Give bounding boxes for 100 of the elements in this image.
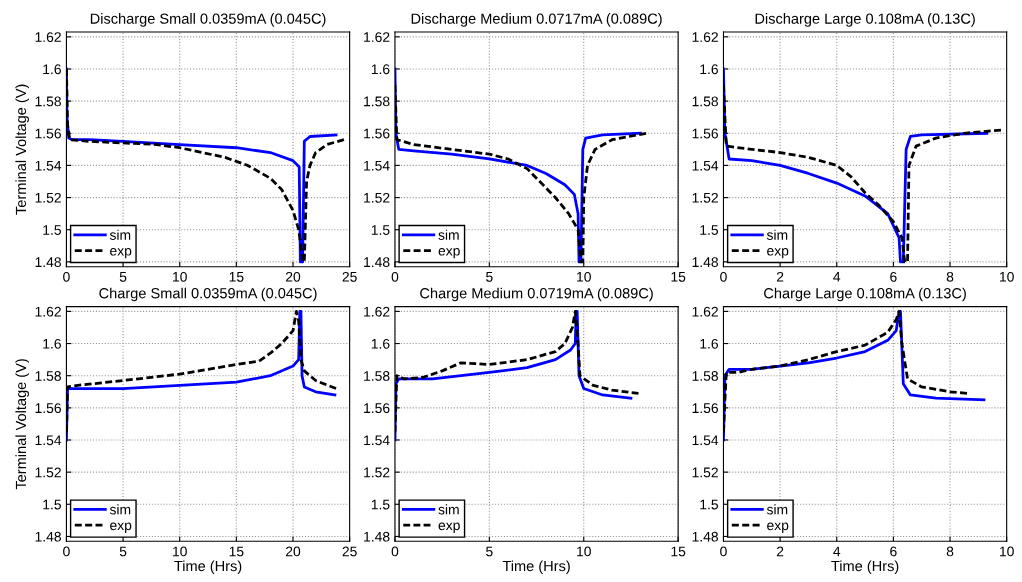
legend-label: sim xyxy=(438,229,459,240)
y-tick-label: 1.6 xyxy=(371,338,390,349)
x-tick-label: 4 xyxy=(833,272,841,282)
x-tick-label: 15 xyxy=(671,272,686,282)
legend-label: exp xyxy=(438,248,460,259)
y-tick-label: 1.6 xyxy=(371,64,390,75)
y-tick-label: 1.56 xyxy=(692,403,718,414)
y-tick-label: 1.56 xyxy=(35,403,61,414)
x-tick-label: 15 xyxy=(671,546,686,557)
x-tick-label: 10 xyxy=(577,271,591,282)
x-tick-label: 0 xyxy=(63,546,70,557)
y-tick-label: 1.58 xyxy=(35,371,61,381)
y-tick-label: 1.58 xyxy=(692,371,718,381)
y-tick-label: 1.6 xyxy=(43,64,61,75)
y-tick-label: 1.56 xyxy=(364,128,390,139)
legend-label: sim xyxy=(766,504,788,515)
x-tick-label: 10 xyxy=(1000,271,1014,282)
y-tick-label: 1.48 xyxy=(364,531,390,542)
legend-label: sim xyxy=(438,504,459,515)
x-tick-label: 10 xyxy=(577,546,591,557)
x-tick-label: 2 xyxy=(776,271,784,282)
y-tick-label: 1.62 xyxy=(35,32,61,42)
y-tick-label: 1.58 xyxy=(35,96,61,107)
y-tick-label: 1.62 xyxy=(364,32,390,42)
y-tick-label: 1.5 xyxy=(43,499,61,510)
y-tick-label: 1.48 xyxy=(692,257,718,268)
y-tick-label: 1.48 xyxy=(35,257,61,268)
x-tick-label: 25 xyxy=(342,546,357,557)
y-tick-label: 1.54 xyxy=(35,160,62,171)
y-tick-label: 1.54 xyxy=(35,435,62,446)
y-tick-label: 1.5 xyxy=(43,225,61,235)
y-tick-label: 1.58 xyxy=(364,96,390,107)
chart-title: Charge Small 0.0359mA (0.045C) xyxy=(99,287,317,302)
y-tick-label: 1.62 xyxy=(692,32,718,42)
y-tick-label: 1.52 xyxy=(35,467,61,478)
x-tick-label: 5 xyxy=(119,546,127,557)
y-tick-label: 1.48 xyxy=(692,531,718,542)
y-tick-label: 1.6 xyxy=(43,338,61,349)
legend-label: sim xyxy=(766,229,788,240)
y-tick-label: 1.48 xyxy=(364,257,390,268)
x-tick-label: 25 xyxy=(342,271,357,282)
x-tick-label: 5 xyxy=(486,272,493,282)
x-axis-title: Time (Hrs) xyxy=(831,560,899,575)
x-tick-label: 6 xyxy=(890,271,897,282)
x-axis-title: Time (Hrs) xyxy=(502,560,570,575)
x-tick-label: 5 xyxy=(119,272,127,282)
y-tick-label: 1.5 xyxy=(700,499,719,510)
chart-title: Discharge Medium 0.0717mA (0.089C) xyxy=(411,13,662,27)
y-tick-label: 1.58 xyxy=(692,96,718,107)
chart-title: Charge Medium 0.0719mA (0.089C) xyxy=(420,287,653,302)
legend-label: exp xyxy=(438,522,460,533)
y-tick-label: 1.52 xyxy=(692,192,718,203)
legend-label: exp xyxy=(767,522,789,533)
y-tick-label: 1.52 xyxy=(35,192,61,203)
y-tick-label: 1.54 xyxy=(364,160,390,171)
y-tick-label: 1.5 xyxy=(371,225,390,235)
x-tick-label: 8 xyxy=(946,271,954,282)
y-tick-label: 1.56 xyxy=(364,403,390,414)
y-tick-label: 1.58 xyxy=(364,371,390,381)
x-tick-label: 0 xyxy=(63,271,70,282)
x-axis-title: Time (Hrs) xyxy=(174,560,242,575)
legend-label: exp xyxy=(110,248,132,259)
y-tick-label: 1.54 xyxy=(364,435,390,446)
chart-title: Discharge Small 0.0359mA (0.045C) xyxy=(90,13,326,27)
y-axis-title: Terminal Voltage (V) xyxy=(15,359,29,490)
x-tick-label: 0 xyxy=(720,546,727,557)
legend-label: sim xyxy=(109,504,131,515)
x-tick-label: 15 xyxy=(229,546,244,557)
x-tick-label: 10 xyxy=(173,546,187,557)
legend-label: exp xyxy=(767,248,789,259)
x-tick-label: 0 xyxy=(391,271,399,282)
y-axis-title: Terminal Voltage (V) xyxy=(15,84,29,215)
y-tick-label: 1.52 xyxy=(364,192,390,203)
y-tick-label: 1.56 xyxy=(692,128,718,139)
y-tick-label: 1.5 xyxy=(700,225,719,235)
legend-label: exp xyxy=(110,522,132,533)
x-tick-label: 20 xyxy=(285,546,301,557)
x-tick-label: 0 xyxy=(391,546,399,557)
y-tick-label: 1.54 xyxy=(692,160,719,171)
y-tick-label: 1.5 xyxy=(371,499,390,510)
x-tick-label: 15 xyxy=(229,272,244,282)
chart-title: Discharge Large 0.108mA (0.13C) xyxy=(755,13,975,27)
y-tick-label: 1.62 xyxy=(692,306,718,317)
x-tick-label: 8 xyxy=(946,546,954,557)
y-tick-label: 1.6 xyxy=(700,338,718,349)
y-tick-label: 1.52 xyxy=(364,467,390,478)
y-tick-label: 1.62 xyxy=(364,306,390,317)
y-tick-label: 1.62 xyxy=(35,306,61,317)
x-tick-label: 6 xyxy=(890,546,897,557)
x-tick-label: 10 xyxy=(1000,546,1014,557)
x-tick-label: 4 xyxy=(833,546,841,557)
x-tick-label: 2 xyxy=(776,546,784,557)
legend-label: sim xyxy=(109,229,131,240)
x-tick-label: 5 xyxy=(486,546,493,557)
y-tick-label: 1.56 xyxy=(35,128,61,139)
x-tick-label: 10 xyxy=(173,271,187,282)
y-tick-label: 1.6 xyxy=(700,64,718,75)
y-tick-label: 1.48 xyxy=(35,531,61,542)
y-tick-label: 1.54 xyxy=(692,435,719,446)
chart-title: Charge Large 0.108mA (0.13C) xyxy=(764,287,966,302)
